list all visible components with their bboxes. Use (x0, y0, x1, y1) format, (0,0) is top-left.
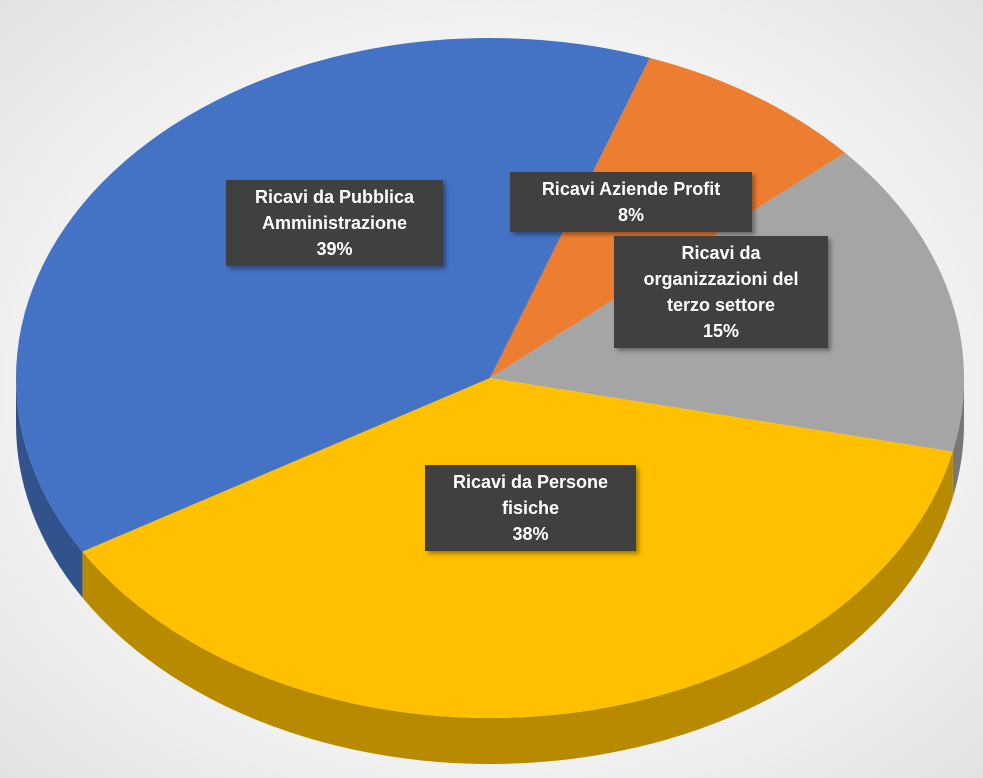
data-label: Ricavi da Persone fisiche 38% (425, 465, 636, 551)
label-value: 15% (702, 321, 740, 341)
label-value: 8% (617, 205, 644, 225)
data-label: Ricavi da organizzazioni del terzo setto… (614, 236, 828, 348)
label-value: 38% (512, 524, 549, 544)
slice-side (82, 451, 953, 764)
label-category: Ricavi Aziende Profit (541, 179, 721, 199)
slice-side (16, 378, 83, 598)
label-category: Ricavi da organizzazioni del terzo setto… (643, 243, 799, 315)
slice-side (952, 378, 964, 498)
slice (16, 38, 650, 552)
label-category: Ricavi da Persone fisiche (452, 472, 609, 518)
data-label: Ricavi da Pubblica Amministrazione 39% (226, 180, 443, 266)
label-value: 39% (316, 239, 353, 259)
data-label: Ricavi Aziende Profit 8% (510, 172, 752, 232)
label-category: Ricavi da Pubblica Amministrazione (254, 187, 415, 233)
